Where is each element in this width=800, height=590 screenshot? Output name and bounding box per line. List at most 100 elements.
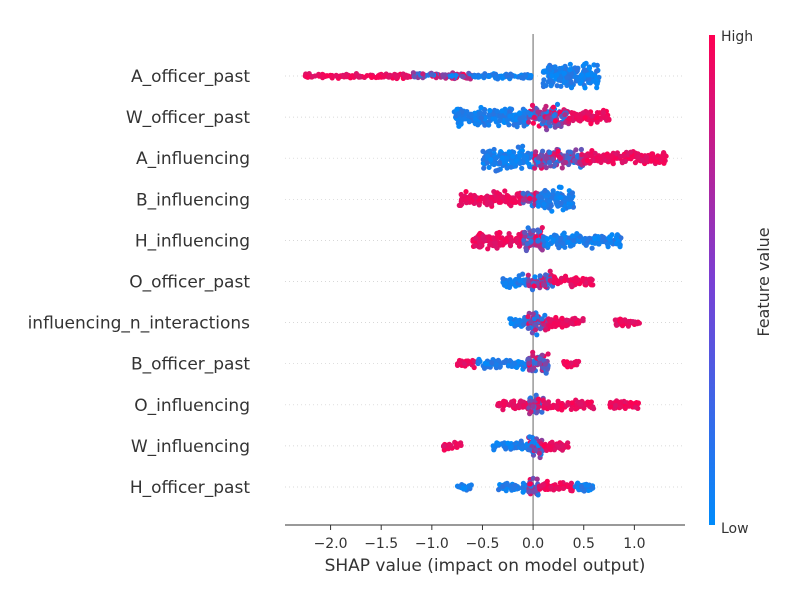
shap-point [562, 273, 569, 279]
shap-point [533, 392, 539, 398]
shap-point [594, 68, 600, 74]
shap-point [481, 110, 487, 116]
shap-point [544, 366, 550, 372]
shap-point [480, 157, 486, 163]
shap-point [508, 164, 514, 170]
shap-point [500, 407, 506, 413]
shap-point [465, 358, 471, 364]
shap-point [488, 157, 494, 163]
shap-point [562, 278, 568, 284]
shap-point [557, 76, 563, 82]
shap-point [541, 201, 547, 207]
shap-point [555, 148, 561, 154]
shap-point [528, 319, 534, 325]
shap-point [614, 232, 621, 238]
shap-point [471, 192, 477, 199]
feature-row-points [454, 349, 582, 376]
shap-point [539, 316, 545, 322]
shap-point [537, 326, 543, 332]
shap-point [630, 319, 636, 325]
shap-point [473, 235, 479, 241]
shap-point [500, 276, 506, 282]
feature-row-points [302, 60, 602, 91]
shap-point [636, 320, 643, 326]
shap-point [585, 72, 591, 78]
shap-point [619, 319, 625, 325]
shap-point [357, 74, 363, 80]
shap-point [578, 72, 585, 78]
shap-point [532, 321, 539, 327]
shap-point [455, 111, 462, 117]
shap-point [548, 484, 554, 490]
shap-point [526, 360, 532, 366]
shap-point [522, 229, 528, 235]
shap-point [530, 438, 536, 444]
shap-point [576, 115, 582, 121]
shap-point [495, 167, 501, 173]
shap-point [440, 74, 447, 80]
shap-point [528, 238, 534, 244]
x-tick-label: −1.0 [415, 536, 449, 552]
shap-point [486, 122, 492, 128]
shap-point [449, 73, 455, 79]
feature-row-points [440, 434, 571, 461]
shap-point [410, 70, 416, 76]
shap-point [560, 320, 566, 326]
shap-point [529, 102, 536, 108]
feature-label: B_officer_past [131, 355, 250, 375]
shap-point [541, 77, 547, 83]
shap-point [460, 74, 466, 80]
shap-point [546, 444, 552, 450]
shap-point [501, 398, 507, 404]
shap-point [585, 110, 591, 116]
shap-point [553, 314, 559, 321]
shap-point [475, 359, 481, 365]
shap-point [456, 359, 462, 365]
shap-point [558, 235, 564, 241]
shap-point [486, 73, 492, 79]
shap-point [525, 110, 531, 116]
shap-point [541, 68, 547, 74]
shap-point [511, 402, 517, 408]
shap-point [510, 153, 516, 159]
shap-point [503, 159, 509, 165]
shap-point [487, 107, 493, 114]
shap-point [527, 434, 533, 440]
shap-point [531, 228, 537, 234]
shap-point [555, 278, 562, 284]
shap-point [525, 325, 531, 331]
feature-row-points [470, 225, 624, 254]
shap-point [523, 247, 530, 254]
shap-point [551, 113, 557, 119]
shap-point [472, 74, 478, 80]
shap-point [628, 399, 634, 406]
shap-point [564, 402, 570, 408]
shap-point [600, 109, 606, 115]
shap-point [568, 480, 575, 486]
shap-point [537, 163, 544, 169]
shap-point [596, 155, 603, 162]
shap-point [607, 399, 614, 406]
shap-point [622, 405, 628, 411]
shap-point [496, 400, 503, 406]
shap-point [639, 157, 645, 163]
shap-point [632, 160, 639, 166]
shap-point [539, 409, 545, 415]
shap-point [560, 485, 567, 491]
shap-point [520, 489, 526, 495]
feature-label: A_influencing [136, 149, 250, 169]
shap-point [572, 277, 579, 283]
shap-point [491, 146, 497, 153]
shap-point [540, 364, 546, 370]
x-tick-label: 0.5 [573, 536, 595, 552]
shap-point [508, 203, 514, 209]
shap-point [607, 236, 613, 242]
shap-point [576, 320, 582, 326]
shap-point [515, 192, 521, 198]
shap-point [582, 115, 588, 121]
shap-point [499, 194, 505, 200]
feature-label: A_officer_past [131, 67, 250, 87]
shap-point [475, 122, 481, 128]
feature-label: B_influencing [136, 190, 250, 210]
